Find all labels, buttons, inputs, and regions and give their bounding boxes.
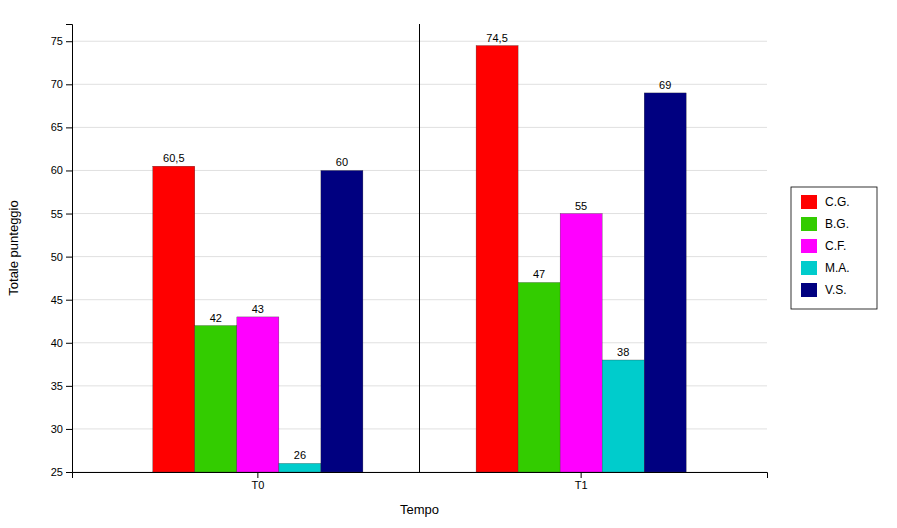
y-tick-mark (66, 84, 72, 85)
y-tick: 40 (51, 337, 72, 349)
y-tick: 55 (51, 208, 72, 220)
y-tick-mark (66, 343, 72, 344)
legend-item: C.F. (801, 239, 846, 253)
bar-series (321, 93, 686, 472)
y-tick-label: 65 (51, 121, 63, 133)
y-tick-label: 40 (51, 337, 63, 349)
plot: 60,574,542474355263860692530354045505560… (51, 24, 768, 491)
y-tick: 30 (51, 423, 72, 435)
legend-item: C.G. (801, 195, 850, 209)
y-axis-line (66, 25, 73, 473)
group-divider (419, 24, 420, 472)
data-label: 69 (659, 79, 671, 91)
x-tick-mark (581, 472, 582, 478)
bar (602, 360, 644, 472)
y-tick-mark (66, 257, 72, 258)
y-tick: 60 (51, 164, 72, 176)
y-tick-label: 75 (51, 35, 63, 47)
data-label: 26 (294, 449, 306, 461)
y-tick: 35 (51, 380, 72, 392)
y-tick-mark (66, 214, 72, 215)
x-tick-label: T1 (575, 479, 588, 491)
data-label: 60,5 (163, 152, 184, 164)
data-label: 60 (336, 156, 348, 168)
bar (279, 463, 321, 472)
legend-swatch (801, 261, 817, 275)
legend-item: V.S. (801, 283, 847, 297)
data-labels: 60,5 74,5 42 47 43 55 26 38 60 69 (163, 32, 671, 462)
legend-label: C.F. (825, 239, 846, 253)
legend-item: M.A. (801, 261, 850, 275)
y-tick-mark (66, 170, 72, 171)
legend-swatch (801, 195, 817, 209)
data-label: 42 (210, 312, 222, 324)
y-tick: 65 (51, 121, 72, 133)
bar (153, 166, 195, 472)
x-axis-line (73, 473, 768, 479)
bar (518, 282, 560, 472)
legend-swatch (801, 217, 817, 231)
x-tick: T1 (575, 472, 588, 491)
y-tick-label: 70 (51, 78, 63, 90)
y-tick-label: 60 (51, 164, 63, 176)
legend-label: C.G. (825, 195, 850, 209)
y-tick-label: 30 (51, 423, 63, 435)
data-label: 74,5 (486, 32, 507, 44)
x-axis-title: Tempo (400, 502, 439, 517)
legend-label: B.G. (825, 217, 849, 231)
data-label: 43 (252, 303, 264, 315)
bar-series (153, 46, 518, 472)
legend-swatch (801, 283, 817, 297)
dividers (419, 24, 420, 472)
bar (476, 46, 518, 472)
data-label: 55 (575, 200, 587, 212)
y-tick-mark (66, 386, 72, 387)
y-tick-label: 25 (51, 466, 63, 478)
y-tick-mark (66, 300, 72, 301)
y-tick-mark (66, 429, 72, 430)
x-axis: T0 T1 (73, 472, 768, 491)
bar (237, 317, 279, 472)
y-tick-label: 55 (51, 208, 63, 220)
bar-series (195, 282, 560, 472)
legend-frame (791, 187, 877, 309)
x-tick-mark (257, 472, 258, 478)
bar (644, 93, 686, 472)
y-tick-mark (66, 41, 72, 42)
y-tick-label: 50 (51, 251, 63, 263)
y-tick: 25 (51, 466, 72, 478)
y-tick-label: 45 (51, 294, 63, 306)
y-axis-title: Totale punteggio (6, 200, 21, 295)
x-tick: T0 (251, 472, 264, 491)
legend: C.G. B.G. C.F. M.A. V.S. (791, 187, 877, 309)
y-tick: 75 (51, 35, 72, 47)
bar (321, 170, 363, 472)
data-label: 38 (617, 346, 629, 358)
y-tick: 45 (51, 294, 72, 306)
y-tick: 70 (51, 78, 72, 90)
legend-label: M.A. (825, 261, 850, 275)
bar (560, 214, 602, 472)
data-label: 47 (533, 268, 545, 280)
y-tick-mark (66, 472, 72, 473)
y-tick: 50 (51, 251, 72, 263)
y-tick-label: 35 (51, 380, 63, 392)
y-axis: 25 30 35 40 45 50 55 60 65 70 75 (51, 25, 73, 479)
chart: 60,574,542474355263860692530354045505560… (0, 0, 897, 528)
y-tick-mark (66, 127, 72, 128)
x-tick-label: T0 (251, 479, 264, 491)
legend-swatch (801, 239, 817, 253)
legend-label: V.S. (825, 283, 847, 297)
legend-item: B.G. (801, 217, 849, 231)
bar (195, 326, 237, 472)
